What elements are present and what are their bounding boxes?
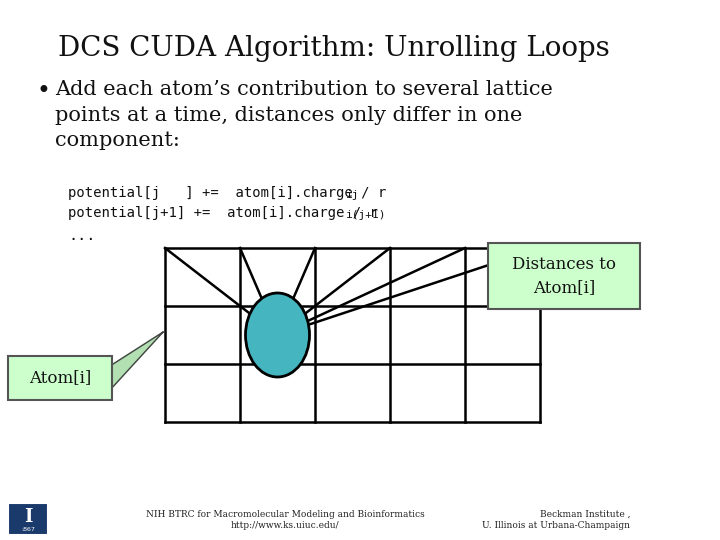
Text: Beckman Institute ,: Beckman Institute , — [539, 510, 630, 519]
Text: :867: :867 — [21, 526, 35, 532]
Text: DCS CUDA Algorithm: Unrolling Loops: DCS CUDA Algorithm: Unrolling Loops — [58, 35, 610, 62]
Text: I: I — [24, 508, 32, 526]
Polygon shape — [490, 250, 542, 302]
FancyBboxPatch shape — [488, 243, 640, 309]
Text: Add each atom’s contribution to several lattice
points at a time, distances only: Add each atom’s contribution to several … — [55, 80, 553, 151]
Text: i(j+1): i(j+1) — [346, 210, 387, 220]
FancyBboxPatch shape — [8, 356, 112, 400]
Text: NIH BTRC for Macromolecular Modeling and Bioinformatics: NIH BTRC for Macromolecular Modeling and… — [145, 510, 424, 519]
Text: ...: ... — [68, 228, 95, 243]
Text: U. Illinois at Urbana-Champaign: U. Illinois at Urbana-Champaign — [482, 521, 630, 530]
Ellipse shape — [246, 293, 310, 377]
FancyBboxPatch shape — [8, 503, 48, 535]
Text: potential[j+1] +=  atom[i].charge / r: potential[j+1] += atom[i].charge / r — [68, 206, 378, 220]
Text: Distances to
Atom[i]: Distances to Atom[i] — [512, 256, 616, 295]
Text: potential[j   ] +=  atom[i].charge / r: potential[j ] += atom[i].charge / r — [68, 186, 386, 200]
Polygon shape — [110, 332, 163, 390]
Text: •: • — [36, 80, 50, 103]
Text: http://www.ks.uiuc.edu/: http://www.ks.uiuc.edu/ — [230, 521, 339, 530]
Text: Atom[i]: Atom[i] — [29, 369, 91, 387]
Text: ij: ij — [346, 190, 359, 200]
